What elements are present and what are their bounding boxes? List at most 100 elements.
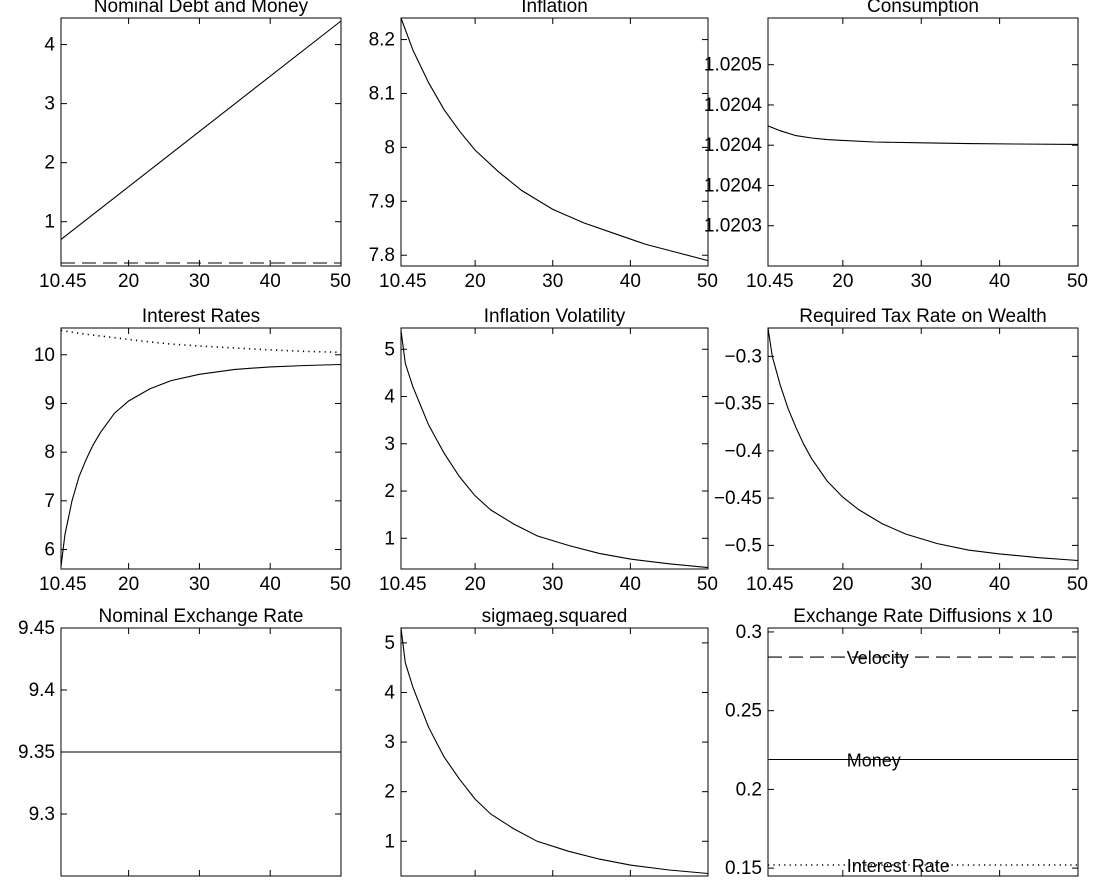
y-tick-label: −0.3 bbox=[724, 346, 762, 367]
y-tick-label: 0.2 bbox=[736, 779, 762, 800]
x-tick-label: 10.45 bbox=[39, 271, 87, 292]
y-tick-label: −0.4 bbox=[724, 441, 762, 462]
y-tick-label: 7.8 bbox=[369, 245, 395, 266]
y-tick-label: 5 bbox=[384, 633, 395, 654]
x-tick-label: 30 bbox=[189, 271, 210, 292]
x-tick-label: 40 bbox=[260, 881, 281, 883]
plot-frame bbox=[767, 627, 1079, 877]
x-tick-label: 20 bbox=[118, 574, 139, 595]
y-tick-label: −0.45 bbox=[714, 488, 762, 509]
subplot-title: Inflation bbox=[521, 0, 588, 17]
y-tick-label: 1.0203 bbox=[704, 216, 762, 237]
y-tick-label: 1.0204 bbox=[704, 135, 763, 156]
series-line-solid bbox=[400, 17, 709, 262]
y-tick-label: 10 bbox=[34, 345, 55, 366]
subplot-2: Inflation 10.45 20 30 40 50 7.8 7.9 8 8.1 8.2 bbox=[369, 0, 718, 292]
y-tick-label: 0.3 bbox=[736, 622, 762, 643]
y-tick-label: 0.15 bbox=[725, 858, 762, 879]
y-tick-label: 9.35 bbox=[18, 742, 55, 763]
y-tick-label: 1 bbox=[44, 212, 55, 233]
y-tick-label: 1.0204 bbox=[704, 175, 763, 196]
x-tick-label: 30 bbox=[911, 271, 932, 292]
y-tick-label: 9 bbox=[44, 393, 55, 414]
y-tick-label: 8 bbox=[384, 137, 395, 158]
subplot-title: Interest Rates bbox=[142, 306, 260, 327]
x-tick-label: 10.45 bbox=[379, 881, 427, 883]
y-tick-label: 9.4 bbox=[29, 680, 56, 701]
subplot-1: Nominal Debt and Money 10.45 20 30 40 50 1 2 3 4 bbox=[39, 0, 351, 292]
x-tick-label: 20 bbox=[465, 881, 486, 883]
subplot-7: Nominal Exchange Rate 10.45 20 30 40 50 9.3 9.3… bbox=[18, 606, 351, 883]
y-tick-label: 9.45 bbox=[18, 618, 55, 639]
y-tick-label: 3 bbox=[384, 732, 395, 753]
series-line-solid bbox=[60, 20, 342, 240]
y-tick-label: 8 bbox=[44, 442, 55, 463]
y-tick-label: −0.5 bbox=[724, 535, 762, 556]
y-tick-label: 5 bbox=[384, 339, 395, 360]
x-tick-label: 30 bbox=[911, 881, 932, 883]
x-tick-label: 30 bbox=[189, 881, 210, 883]
plot-frame bbox=[60, 17, 342, 267]
x-tick-label: 40 bbox=[989, 271, 1010, 292]
series-annotation: Velocity bbox=[847, 648, 909, 668]
y-tick-label: 2 bbox=[384, 481, 395, 502]
x-tick-label: 30 bbox=[542, 881, 563, 883]
plot-frame bbox=[60, 327, 342, 570]
x-tick-label: 20 bbox=[465, 271, 486, 292]
x-tick-label: 40 bbox=[620, 271, 641, 292]
x-tick-label: 20 bbox=[832, 574, 853, 595]
x-tick-label: 40 bbox=[260, 271, 281, 292]
plot-frame bbox=[767, 327, 1079, 570]
y-tick-label: 3 bbox=[384, 434, 395, 455]
y-tick-label: 8.1 bbox=[369, 83, 395, 104]
subplot-title: Required Tax Rate on Wealth bbox=[799, 306, 1047, 327]
x-tick-label: 40 bbox=[260, 574, 281, 595]
x-tick-label: 20 bbox=[118, 881, 139, 883]
subplot-4: Interest Rates 10.45 20 30 40 50 6 7 8 9 10 bbox=[34, 306, 351, 595]
y-tick-label: 9.3 bbox=[29, 804, 55, 825]
series-line-dotted bbox=[60, 329, 342, 354]
x-tick-label: 50 bbox=[1067, 881, 1088, 883]
x-tick-label: 30 bbox=[911, 574, 932, 595]
subplot-title: Consumption bbox=[867, 0, 979, 17]
series-line-solid bbox=[400, 330, 709, 569]
subplot-3: Consumption 10.45 20 30 40 50 1.0203 1.0204 1.02… bbox=[704, 0, 1088, 292]
series-line-solid bbox=[400, 627, 709, 875]
subplot-title: Nominal Debt and Money bbox=[94, 0, 309, 17]
y-tick-label: 7.9 bbox=[369, 191, 395, 212]
subplot-8: sigmaeg.squared 10.45 20 30 40 50 1 2 3 4 5 bbox=[379, 606, 718, 883]
plot-frame bbox=[400, 627, 709, 877]
x-tick-label: 20 bbox=[832, 271, 853, 292]
x-tick-label: 40 bbox=[989, 881, 1010, 883]
y-tick-label: 1 bbox=[384, 831, 395, 852]
plot-frame bbox=[400, 327, 709, 570]
x-tick-label: 10.45 bbox=[39, 881, 87, 883]
y-tick-label: 6 bbox=[44, 540, 55, 561]
subplot-5: Inflation Volatility 10.45 20 30 40 50 1 2 3 4 5 bbox=[379, 306, 718, 595]
y-tick-label: 2 bbox=[384, 782, 395, 803]
y-tick-label: 1.0204 bbox=[704, 95, 763, 116]
series-annotation: Interest Rate bbox=[847, 856, 950, 876]
x-tick-label: 50 bbox=[1067, 271, 1088, 292]
y-tick-label: 4 bbox=[44, 35, 55, 56]
x-tick-label: 50 bbox=[330, 271, 351, 292]
x-tick-label: 10.45 bbox=[379, 574, 427, 595]
x-tick-label: 50 bbox=[1067, 574, 1088, 595]
x-tick-label: 50 bbox=[697, 271, 718, 292]
subplot-title: Nominal Exchange Rate bbox=[99, 606, 304, 627]
x-tick-label: 40 bbox=[620, 881, 641, 883]
subplot-9: Exchange Rate Diffusions x 10 10.45 20 30 40… bbox=[725, 606, 1088, 883]
y-tick-label: 7 bbox=[44, 491, 55, 512]
subplot-title: sigmaeg.squared bbox=[482, 606, 628, 627]
x-tick-label: 10.45 bbox=[746, 271, 794, 292]
subplot-6: Required Tax Rate on Wealth 10.45 20 30 40 50… bbox=[714, 306, 1088, 595]
x-tick-label: 40 bbox=[620, 574, 641, 595]
x-tick-label: 30 bbox=[542, 271, 563, 292]
subplot-title: Exchange Rate Diffusions x 10 bbox=[793, 606, 1052, 627]
x-tick-label: 30 bbox=[189, 574, 210, 595]
y-tick-label: 4 bbox=[384, 682, 395, 703]
y-tick-label: 8.2 bbox=[369, 30, 395, 51]
x-tick-label: 20 bbox=[465, 574, 486, 595]
x-tick-label: 20 bbox=[118, 271, 139, 292]
